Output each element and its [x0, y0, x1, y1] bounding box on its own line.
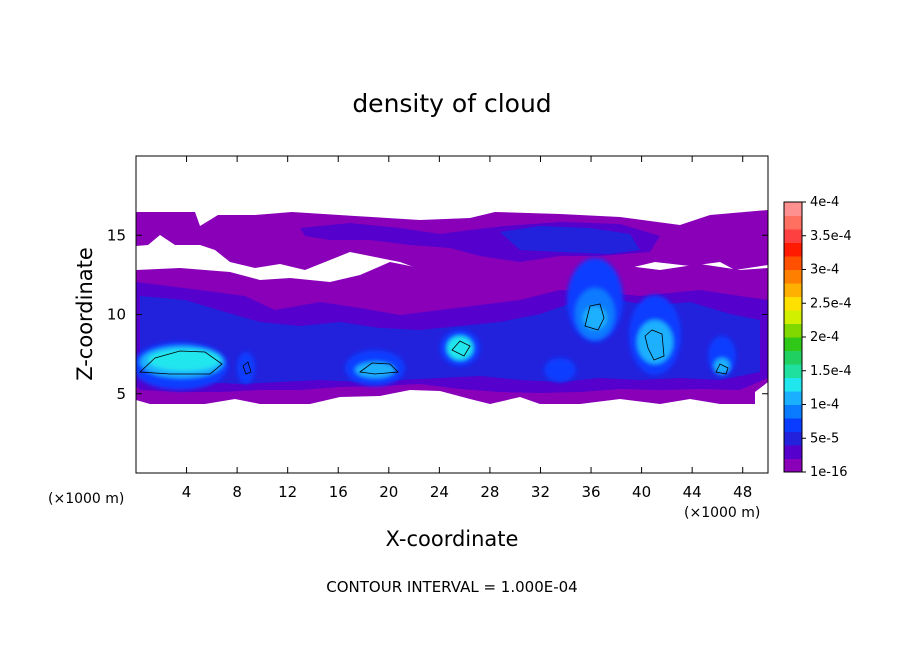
colorbar-segment	[784, 256, 802, 270]
contour-interval-note: CONTOUR INTERVAL = 1.000E-04	[326, 578, 577, 596]
colorbar-segment	[784, 215, 802, 230]
contour-x4	[139, 350, 223, 375]
colorbar: 1e-16 5e-5 1e-4 1.5e-4 2e-4 2.5e-4 3e-4 3.5e-4 4…	[783, 195, 852, 480]
colorbar-segment	[784, 323, 802, 338]
contour-x40	[644, 329, 665, 361]
x-tick-label: 44	[683, 483, 702, 501]
contour-x9	[242, 361, 252, 375]
x-tick-label: 32	[531, 483, 550, 501]
x-tick-label: 40	[632, 483, 651, 501]
colorbar-segment	[784, 229, 802, 243]
colorbar-segment	[784, 202, 802, 216]
x-axis-title: X-coordinate	[386, 527, 519, 551]
core-x33	[544, 358, 576, 382]
colorbar-label: 2e-4	[810, 330, 839, 345]
colorbar-label: 3e-4	[810, 263, 839, 278]
convective-cores	[136, 258, 736, 390]
core-x4-peak	[148, 349, 220, 371]
contour-lines	[139, 303, 729, 375]
colorbar-segment	[784, 404, 802, 419]
y-tick-label: 5	[116, 385, 126, 403]
contour-x19	[358, 362, 399, 375]
colorbar-label: 5e-5	[810, 431, 839, 446]
colorbar-segment	[784, 269, 802, 284]
colorbar-segment	[784, 391, 802, 405]
colorbar-segment	[784, 296, 802, 311]
core-x46-inner	[714, 358, 730, 374]
x-axis-ticks: 4 8 12 16 20 24 28 32 36 40 44 48	[182, 156, 752, 501]
upper-cloud-dense	[500, 226, 640, 254]
y-tick-label: 15	[107, 226, 126, 244]
core-x19-inner	[355, 362, 395, 378]
x-tick-label: 4	[182, 483, 192, 501]
contour-x46	[715, 363, 729, 375]
x-tick-label: 20	[379, 483, 398, 501]
contour-x25	[451, 340, 471, 357]
colorbar-segment	[784, 364, 802, 378]
x-tick-label: 8	[232, 483, 242, 501]
colorbar-segment	[784, 310, 802, 324]
x-tick-label: 48	[733, 483, 752, 501]
colorbar-segment	[784, 350, 802, 365]
colorbar-label: 1e-4	[810, 398, 839, 413]
x-tick-label: 12	[278, 483, 297, 501]
colorbar-segment	[784, 458, 802, 473]
chart-title: density of cloud	[352, 89, 551, 118]
x-tick-label: 24	[430, 483, 449, 501]
colorbar-label: 4e-4	[810, 195, 839, 210]
colorbar-segment	[784, 283, 802, 297]
y-axis-title: Z-coordinate	[73, 247, 97, 381]
colorbar-segment	[784, 431, 802, 446]
colorbar-segment	[784, 418, 802, 432]
colorbar-segment	[784, 377, 802, 392]
x-unit-left: (×1000 m)	[48, 491, 124, 507]
core-x40-inner	[637, 320, 673, 364]
y-tick-label: 10	[107, 306, 126, 324]
y-axis-ticks: 5 10 15	[107, 226, 768, 403]
core-x9	[237, 352, 255, 384]
colorbar-label: 3.5e-4	[810, 229, 852, 244]
colorbar-segment	[784, 242, 802, 257]
colorbar-segment	[784, 445, 802, 459]
x-tick-label: 16	[329, 483, 348, 501]
colorbar-segment	[784, 337, 802, 351]
colorbar-label: 1e-16	[810, 465, 848, 480]
density-field	[136, 210, 768, 404]
core-x25-inner	[447, 336, 473, 360]
x-tick-label: 28	[480, 483, 499, 501]
x-unit-right: (×1000 m)	[684, 505, 760, 521]
colorbar-label: 1.5e-4	[810, 364, 852, 379]
x-tick-label: 36	[581, 483, 600, 501]
colorbar-label: 2.5e-4	[810, 296, 852, 311]
contour-x36	[584, 303, 605, 331]
